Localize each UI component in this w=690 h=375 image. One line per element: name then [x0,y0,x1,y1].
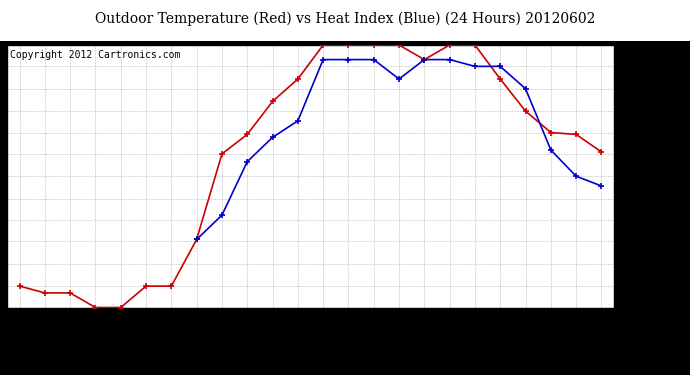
Text: Outdoor Temperature (Red) vs Heat Index (Blue) (24 Hours) 20120602: Outdoor Temperature (Red) vs Heat Index … [95,11,595,26]
Text: Copyright 2012 Cartronics.com: Copyright 2012 Cartronics.com [10,50,180,60]
